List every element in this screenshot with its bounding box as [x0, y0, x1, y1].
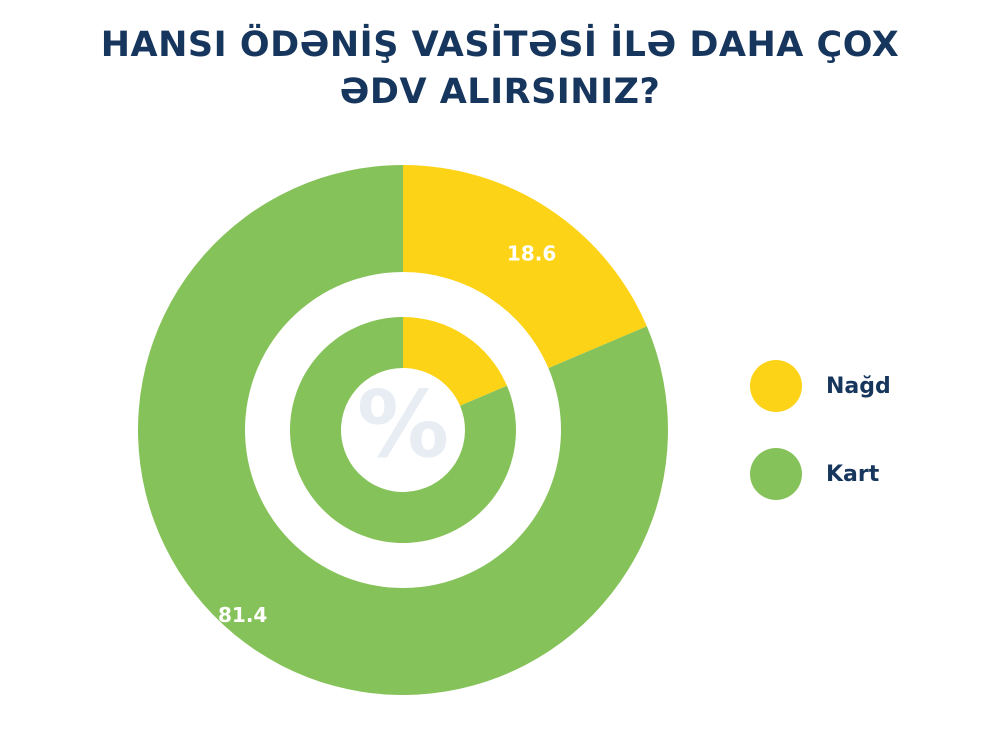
- legend-label-kart: Kart: [826, 461, 880, 487]
- legend-swatch-nagd: [750, 360, 802, 412]
- inner-slice-kart: [290, 317, 516, 543]
- data-label-nagd: 18.6: [507, 242, 556, 266]
- chart-title-line-1: HANSI ÖDƏNİŞ VASİTƏSİ İLƏ DAHA ÇOX: [100, 25, 900, 65]
- outer-slice-nagd: [403, 165, 647, 369]
- percent-symbol: %: [357, 371, 449, 478]
- legend: Nağd Kart: [750, 360, 891, 536]
- legend-item-kart: Kart: [750, 448, 891, 500]
- chart-title-line-2: ƏDV ALIRSINIZ?: [339, 72, 661, 112]
- inner-slice-nagd: [403, 317, 507, 406]
- legend-label-nagd: Nağd: [826, 373, 891, 399]
- legend-swatch-kart: [750, 448, 802, 500]
- data-labels: 18.6 81.4: [218, 242, 556, 627]
- legend-item-nagd: Nağd: [750, 360, 891, 412]
- outer-ring: [138, 165, 669, 695]
- chart-title: HANSI ÖDƏNİŞ VASİTƏSİ İLƏ DAHA ÇOX ƏDV A…: [0, 22, 1000, 116]
- data-label-kart: 81.4: [218, 603, 267, 627]
- outer-slice-kart: [138, 165, 669, 695]
- inner-ring: [290, 317, 516, 543]
